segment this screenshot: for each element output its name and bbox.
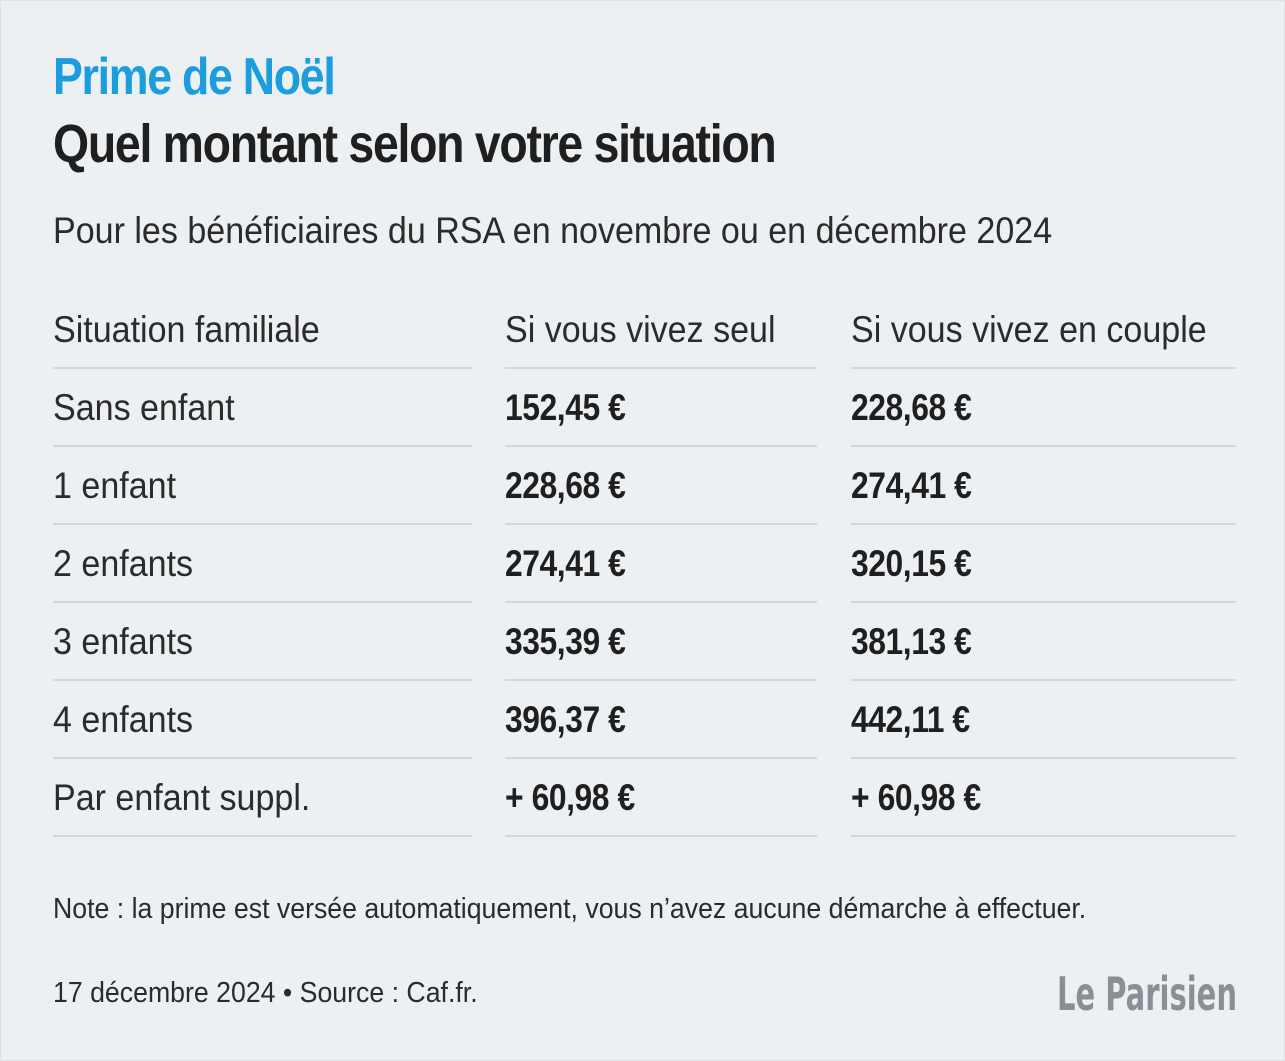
amount-cell-text: 442,11 € xyxy=(851,699,970,740)
amount-cell: 152,45 € xyxy=(505,369,817,447)
row-label-text: 3 enfants xyxy=(53,621,194,662)
amount-cell: 335,39 € xyxy=(505,603,817,681)
amount-cell: 381,13 € xyxy=(851,603,1236,681)
column-header: Si vous vivez seul xyxy=(505,291,817,369)
amount-cell-text: 152,45 € xyxy=(505,387,626,428)
kicker: Prime de Noël xyxy=(53,48,336,106)
row-label-text: Sans enfant xyxy=(53,387,235,428)
row-label-text: 2 enfants xyxy=(53,543,194,584)
amount-cell-text: 228,68 € xyxy=(505,465,626,506)
column-header-text: Si vous vivez en couple xyxy=(851,309,1207,350)
amount-cell: 228,68 € xyxy=(505,447,817,525)
row-label: Par enfant suppl. xyxy=(53,759,472,837)
column-header: Situation familiale xyxy=(53,291,472,369)
page-title: Quel montant selon votre situation xyxy=(53,114,777,174)
row-label: 4 enfants xyxy=(53,681,472,759)
amount-cell-text: 228,68 € xyxy=(851,387,972,428)
amount-cell: 442,11 € xyxy=(851,681,1236,759)
note: Note : la prime est versée automatiqueme… xyxy=(53,893,1087,925)
amount-cell: 274,41 € xyxy=(851,447,1236,525)
row-label-text: 4 enfants xyxy=(53,699,194,740)
amount-cell-text: + 60,98 € xyxy=(851,777,981,818)
subtitle: Pour les bénéficiaires du RSA en novembr… xyxy=(53,210,1053,251)
amount-cell: + 60,98 € xyxy=(851,759,1236,837)
svg-text:Le Parisien: Le Parisien xyxy=(1057,967,1237,1020)
column-header: Si vous vivez en couple xyxy=(851,291,1236,369)
le-parisien-logo: Le Parisien xyxy=(1057,967,1237,1020)
amount-cell-text: 274,41 € xyxy=(505,543,626,584)
amount-cell-text: 396,37 € xyxy=(505,699,626,740)
amount-cell-text: 335,39 € xyxy=(505,621,626,662)
row-label: 3 enfants xyxy=(53,603,472,681)
row-label: 2 enfants xyxy=(53,525,472,603)
column-header-text: Situation familiale xyxy=(53,309,320,350)
amount-cell: 320,15 € xyxy=(851,525,1236,603)
column-header-text: Si vous vivez seul xyxy=(505,309,776,350)
source-line: 17 décembre 2024 • Source : Caf.fr. xyxy=(53,977,478,1009)
row-label-text: Par enfant suppl. xyxy=(53,777,311,818)
amount-cell: 274,41 € xyxy=(505,525,817,603)
amount-cell-text: 320,15 € xyxy=(851,543,972,584)
row-label: Sans enfant xyxy=(53,369,472,447)
amount-cell-text: 274,41 € xyxy=(851,465,972,506)
amount-cell-text: + 60,98 € xyxy=(505,777,635,818)
amount-cell: + 60,98 € xyxy=(505,759,817,837)
row-label-text: 1 enfant xyxy=(53,465,177,506)
row-label: 1 enfant xyxy=(53,447,472,525)
amount-cell-text: 381,13 € xyxy=(851,621,972,662)
amount-cell: 228,68 € xyxy=(851,369,1236,447)
amount-cell: 396,37 € xyxy=(505,681,817,759)
